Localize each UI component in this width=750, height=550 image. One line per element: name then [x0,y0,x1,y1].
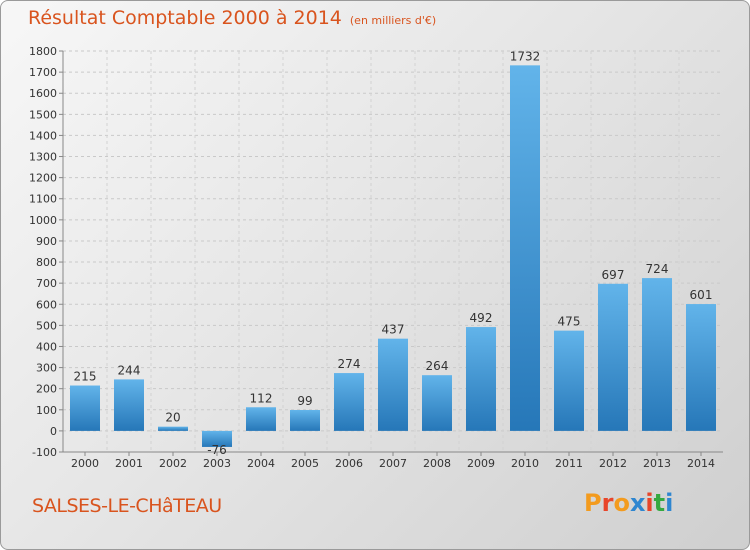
data-label: 697 [602,268,625,282]
y-tick-label: 1000 [29,214,57,227]
data-label: 437 [382,323,405,337]
x-tick-label: 2006 [335,457,363,470]
x-tick-label: 2014 [687,457,715,470]
data-label: 215 [74,370,97,384]
data-label: 20 [165,411,180,425]
chart-title: Résultat Comptable 2000 à 2014 [28,7,342,29]
x-tick-label: 2010 [511,457,539,470]
data-label: 274 [338,357,361,371]
x-tick-label: 2005 [291,457,319,470]
y-tick-label: 1800 [29,45,57,58]
x-tick-label: 2003 [203,457,231,470]
logo-letter: o [613,489,630,517]
data-label: -76 [207,443,227,457]
y-tick-label: 300 [36,362,57,375]
data-label: 244 [118,363,141,377]
y-tick-label: -100 [32,446,57,459]
logo-letter: r [601,489,614,517]
data-label: 475 [558,315,581,329]
bar [70,385,100,431]
chart-unit: (en milliers d'€) [349,14,437,27]
bar [466,327,496,431]
title-row: Résultat Comptable 2000 à 2014 (en millie… [28,7,436,29]
bar [202,430,232,447]
bar [378,338,408,431]
bar [422,375,452,431]
data-label: 99 [297,394,312,408]
proxiti-logo[interactable]: Proxiti [584,489,673,517]
y-tick-label: 1100 [29,193,57,206]
logo-letter: x [629,489,646,517]
logo-letter: t [653,489,666,517]
logo-letter: i [645,489,654,517]
data-labels: 215 244 20 -76 112 99 274 437 264 492 1732 475 697 72… [74,49,713,457]
y-tick-label: 100 [36,404,57,417]
data-label: 112 [250,391,273,405]
commune-name: SALSES-LE-CHâTEAU [32,495,222,517]
y-tick-label: 1300 [29,151,57,164]
x-tick-label: 2012 [599,457,627,470]
y-tick-label: 700 [36,277,57,290]
bar [510,65,540,431]
y-tick-label: 1600 [29,87,57,100]
x-tick-label: 2011 [555,457,583,470]
axes: -100 0 100 200 300 400 500 600 700 800 900 1000 1100… [29,45,723,470]
bar [114,379,144,431]
y-tick-label: 1700 [29,66,57,79]
x-tick-label: 2004 [247,457,275,470]
x-tick-label: 2007 [379,457,407,470]
data-label: 601 [690,288,713,302]
logo-letter: P [584,489,602,517]
data-label: 724 [646,262,669,276]
y-tick-label: 500 [36,319,57,332]
bar [290,410,320,431]
logo-letter: i [665,489,674,517]
x-tick-label: 2013 [643,457,671,470]
bar [554,330,584,431]
y-tick-label: 400 [36,340,57,353]
bar [158,426,188,431]
y-tick-label: 800 [36,256,57,269]
x-tick-label: 2009 [467,457,495,470]
data-label: 264 [426,359,449,373]
x-tick-label: 2001 [115,457,143,470]
bar [686,304,716,431]
data-label: 492 [470,311,493,325]
y-tick-label: 0 [50,425,57,438]
y-tick-label: 1400 [29,129,57,142]
x-tick-label: 2002 [159,457,187,470]
bar [246,407,276,431]
y-tick-label: 1200 [29,172,57,185]
bar [642,278,672,431]
data-label: 1732 [510,49,541,63]
bar [598,283,628,431]
x-tick-label: 2008 [423,457,451,470]
y-tick-label: 900 [36,235,57,248]
x-tick-label: 2000 [71,457,99,470]
y-tick-label: 200 [36,383,57,396]
y-tick-label: 1500 [29,108,57,121]
y-tick-label: 600 [36,298,57,311]
bar [334,373,364,431]
bars [70,65,716,447]
